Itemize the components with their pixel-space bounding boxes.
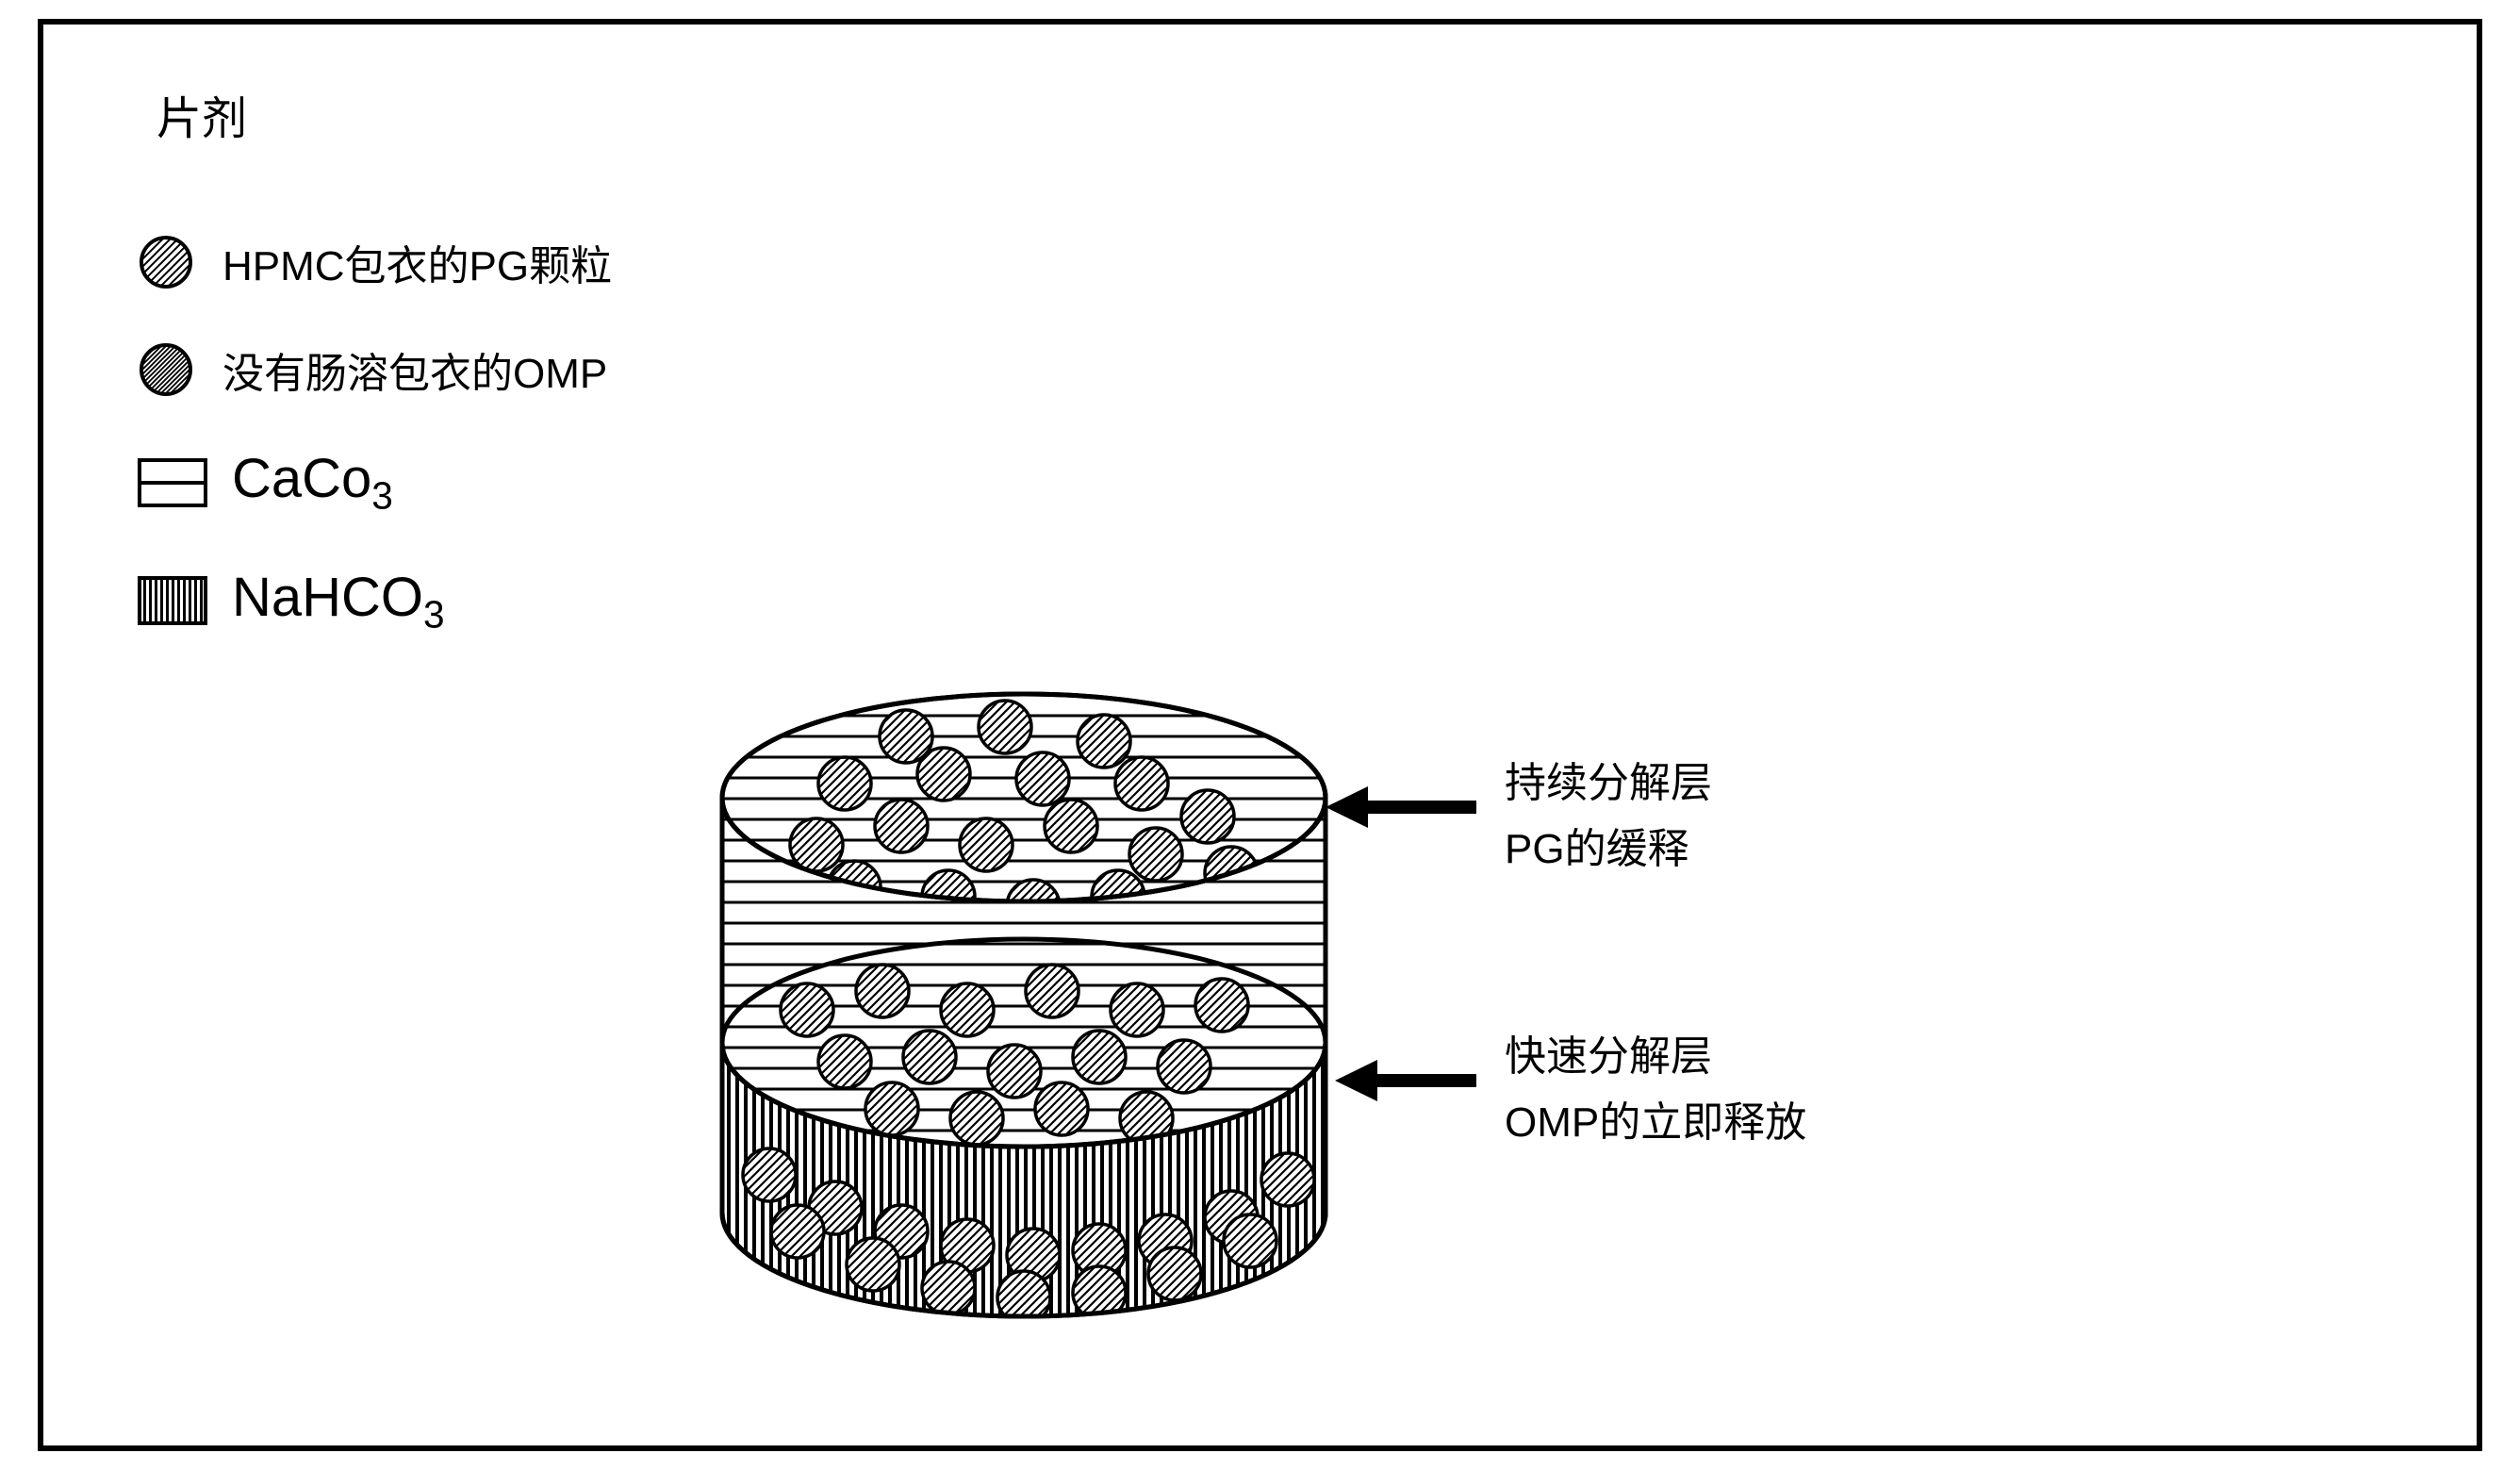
legend-label: CaCo3 (232, 447, 393, 519)
label-line: 持续分解层 (1505, 751, 1712, 817)
label-line: OMP的立即释放 (1505, 1090, 1806, 1156)
hatched-circle-icon (138, 234, 194, 290)
hstripe-rect-icon (138, 454, 207, 511)
legend-item-hpmc: HPMC包衣的PG颗粒 (138, 232, 612, 292)
legend: HPMC包衣的PG颗粒 没有肠溶包衣的OMP CaCo3 (138, 232, 612, 684)
tablet-diagram (684, 685, 1363, 1363)
legend-item-caco3: CaCo3 (138, 447, 612, 519)
outer-frame: 片剂 HPMC包衣的PG颗粒 (38, 19, 2482, 1451)
arrow-bottom (1335, 1052, 1486, 1109)
legend-label: 没有肠溶包衣的OMP (222, 339, 607, 400)
arrow-top (1326, 779, 1486, 835)
page-title: 片剂 (156, 81, 247, 147)
dense-hatched-circle-icon (138, 341, 194, 398)
label-rapid-layer: 快速分解层 OMP的立即释放 (1505, 1024, 1806, 1157)
legend-label: NaHCO3 (232, 566, 445, 637)
legend-item-nahco3: B NaHCO3 (138, 566, 612, 637)
label-line: 快速分解层 (1505, 1024, 1806, 1090)
label-line: PG的缓释 (1505, 817, 1712, 883)
label-sustained-layer: 持续分解层 PG的缓释 (1505, 751, 1712, 884)
legend-item-omp: 没有肠溶包衣的OMP (138, 339, 612, 400)
legend-label: HPMC包衣的PG颗粒 (222, 232, 612, 292)
vstripe-rect-icon: B (138, 572, 207, 629)
